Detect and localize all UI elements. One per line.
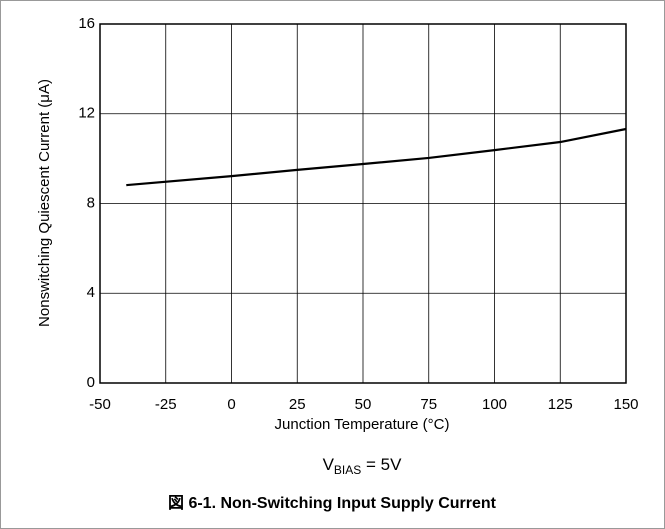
y-tick-label: 16 — [78, 15, 95, 32]
x-tick-label: 50 — [355, 396, 372, 413]
annotation-rest: = 5V — [361, 455, 402, 474]
x-tick-label: 25 — [289, 396, 306, 413]
y-tick-label: 12 — [78, 105, 95, 122]
y-axis-label: Nonswitching Quiescent Current (μA) — [36, 79, 53, 327]
caption: 図 6-1. Non-Switching Input Supply Curren… — [168, 494, 497, 512]
annotation: VBIAS = 5V — [323, 455, 403, 477]
y-tick-label: 8 — [87, 194, 95, 211]
x-tick-label: 125 — [548, 396, 573, 413]
x-tick-label: -50 — [89, 396, 111, 413]
y-tick-label: 4 — [87, 284, 95, 301]
x-axis-label: Junction Temperature (°C) — [275, 416, 450, 433]
y-tick-label: 0 — [87, 374, 95, 391]
data-line — [126, 127, 627, 187]
x-tick-label: 150 — [613, 396, 638, 413]
annotation-sub: BIAS — [334, 463, 361, 477]
x-tick-label: 0 — [227, 396, 235, 413]
x-tick-label: -25 — [155, 396, 177, 413]
x-tick-label: 75 — [420, 396, 437, 413]
x-tick-label: 100 — [482, 396, 507, 413]
annotation-main: V — [323, 455, 335, 474]
